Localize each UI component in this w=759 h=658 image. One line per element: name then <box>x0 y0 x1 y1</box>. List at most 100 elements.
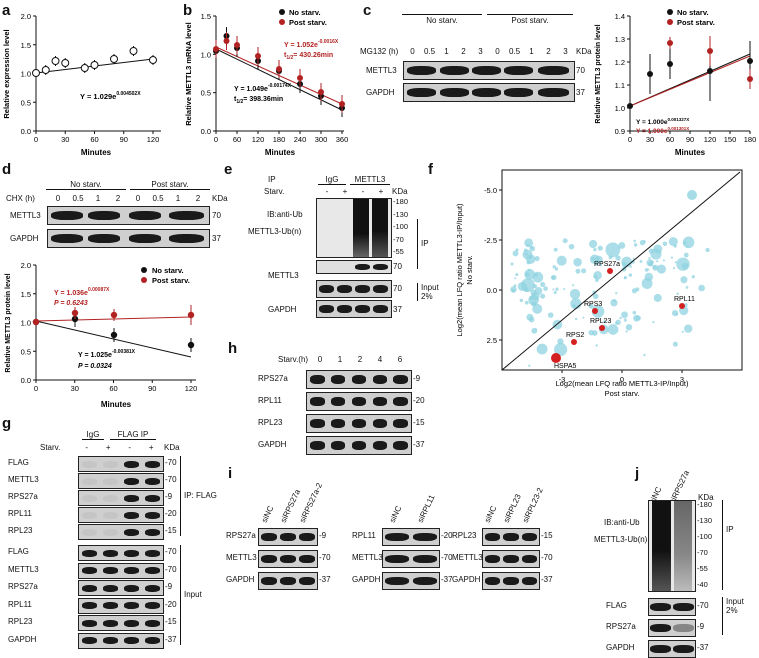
panel-c-x-tick: 60 <box>666 135 674 144</box>
lane-label: 0 <box>317 355 323 364</box>
lane-label: 2 <box>546 47 551 56</box>
panel-f-dot <box>581 268 587 274</box>
panel-f-dot <box>597 245 603 251</box>
lane-label: 2 <box>357 355 363 364</box>
panel-b-x-tick: 0 <box>214 135 218 144</box>
panel-a-y-tick: 1.5 <box>21 41 31 50</box>
panel-f-dot <box>540 281 546 288</box>
panel-a-point <box>32 69 40 77</box>
panel-f-dot <box>644 272 654 282</box>
marker-label: -55 <box>697 564 708 573</box>
panel-i-blot-label: RPS27a <box>226 531 256 540</box>
panel-f-dot <box>619 316 622 320</box>
panel-f-dot <box>672 267 676 270</box>
panel-e-blot-ip-mettl3 <box>316 260 392 274</box>
panel-c-ylabel: Relative METTL3 protein level <box>595 24 602 123</box>
panel-h-row-label: Starv.(h) <box>278 355 309 364</box>
lane-label: 1 <box>444 47 449 56</box>
panel-f-dot <box>529 296 533 301</box>
panel-c-blot-kda-2: 37 <box>576 88 585 97</box>
marker-label: -40 <box>697 580 708 589</box>
panel-letter-a: a <box>2 2 11 19</box>
panel-e-starv: Starv. <box>264 187 285 196</box>
panel-b-eq-no: Y = 1.049e-0.00174X <box>234 83 292 93</box>
panel-c-y-tick: 1.3 <box>615 35 625 44</box>
panel-g-signs: - + - + <box>76 443 162 453</box>
panel-c-blot-kda-1: 70 <box>576 66 585 75</box>
panel-c-x-tick: 30 <box>646 135 654 144</box>
panel-f-dot <box>528 316 535 323</box>
panel-f-highlight-point <box>571 339 577 345</box>
panel-f-dot <box>674 261 677 264</box>
panel-d-xlabel: Minutes <box>101 400 132 409</box>
panel-g-ip-blot-label: METTL3 <box>8 475 39 484</box>
panel-c-point <box>707 68 713 74</box>
lane-label: 0 <box>55 194 61 203</box>
panel-f-dot <box>676 257 690 271</box>
panel-g-ip-blot-band <box>78 456 164 472</box>
panel-f-dot <box>656 260 659 263</box>
lane-label: siRPL23-2 <box>520 486 545 524</box>
panel-d-header-post: Post starv. <box>130 180 210 190</box>
panel-a-y-tick: 0.0 <box>21 127 31 136</box>
panel-c-eq-post: Y = 1.000e0.001301X <box>636 126 689 135</box>
panel-b-point <box>234 42 240 48</box>
panel-f-dot <box>574 317 578 321</box>
lane-label: 3 <box>478 47 483 56</box>
panel-f-dot <box>648 256 651 260</box>
panel-b-x-tick: 240 <box>294 135 307 144</box>
panel-f-dot <box>633 239 636 243</box>
panel-f-chart: 2.5 0.0 -2.5 -5.0 -3 0 3 RPS27a RPS3 RPL11 RPL23… <box>455 169 743 398</box>
panel-f-dot <box>555 287 559 291</box>
panel-f-dot <box>625 330 628 333</box>
panel-f-dot <box>605 242 621 258</box>
panel-d-point <box>187 341 195 349</box>
panel-f-dot <box>607 324 619 335</box>
panel-f-dot <box>573 257 582 267</box>
panel-f-dot <box>569 288 581 300</box>
panel-f-dot <box>625 324 633 331</box>
panel-f-dot <box>635 287 640 292</box>
panel-f-dot <box>691 275 695 279</box>
panel-c-x-tick: 150 <box>724 135 737 144</box>
panel-i-blot-label: GAPDH <box>452 575 481 584</box>
panel-c-x-tick: 90 <box>686 135 694 144</box>
panel-c-x-tick: 120 <box>704 135 717 144</box>
panel-i-blot-kda: -15 <box>541 531 553 540</box>
panel-g-ip-blot-label: RPL23 <box>8 526 33 535</box>
panel-e-blot-input-mettl3 <box>316 280 392 298</box>
panel-f-dot <box>530 246 533 250</box>
lane-label: 2 <box>115 194 121 203</box>
panel-d-point <box>71 309 79 317</box>
panel-f-dot <box>648 248 654 254</box>
panel-f-dot <box>653 293 662 302</box>
panel-f-dot <box>687 190 697 200</box>
panel-e-markers: -180 -130 -100 -70 -55 <box>393 197 413 257</box>
panel-f-dot <box>588 239 598 249</box>
panel-f-dot <box>662 259 665 262</box>
panel-c-point <box>667 61 673 67</box>
panel-f-dot <box>575 268 581 274</box>
panel-j-blot-kda: -37 <box>697 643 709 652</box>
panel-letter-e: e <box>224 161 233 178</box>
panel-a-chart: 0.0 0.5 1.0 1.5 2.0 0 30 60 90 120 Y = 1.029e0.0… <box>2 12 161 157</box>
panel-f-ylabel-1: Log2(mean LFQ ratio METTL3-IP/Input) <box>455 203 464 336</box>
panel-a-point <box>51 57 60 65</box>
panel-a-point <box>149 56 157 64</box>
panel-i-blot-band <box>482 572 540 590</box>
marker-label: -100 <box>697 532 713 541</box>
panel-j-blot-band <box>648 619 696 637</box>
panel-g-input-blot-kda: -70 <box>165 564 177 574</box>
lane-label: 1 <box>175 194 181 203</box>
panel-h-blot-kda: -9 <box>413 373 421 383</box>
panel-j-blot-label: GAPDH <box>606 643 635 652</box>
panel-f-dot <box>615 291 618 295</box>
panel-f-dot <box>670 256 674 259</box>
panel-e-blot-gapdh <box>316 300 392 318</box>
panel-c-y-tick: 0.9 <box>615 127 625 136</box>
panel-f-dot <box>629 265 632 268</box>
panel-i-blot-band <box>382 572 440 590</box>
panel-i-blot-label: METTL3 <box>226 553 257 562</box>
lane-label: 0 <box>135 194 141 203</box>
panel-f-dot <box>662 241 668 247</box>
